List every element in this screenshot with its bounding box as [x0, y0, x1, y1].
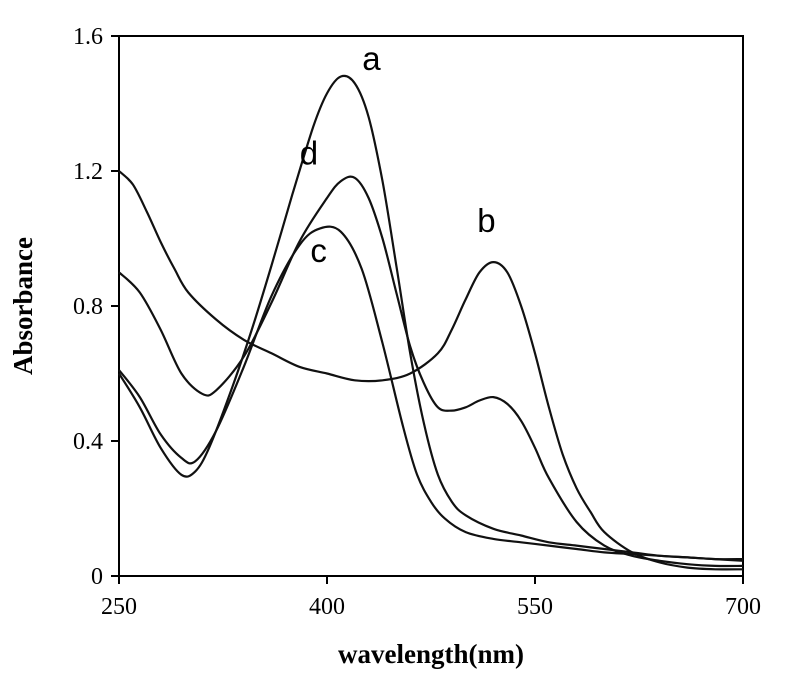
x-tick-label: 700 — [725, 594, 761, 620]
plot-frame — [118, 35, 744, 577]
curve-labels: a b c d — [300, 40, 496, 269]
curve-label-b: b — [477, 202, 495, 239]
y-tick-label: 0 — [91, 564, 103, 590]
curve-label-d: d — [300, 134, 318, 171]
y-tick-label: 1.6 — [73, 24, 103, 50]
curve-b — [118, 170, 744, 571]
x-tick-label: 400 — [309, 594, 345, 620]
x-tick-label: 250 — [101, 594, 137, 620]
y-axis-ticks: 0 0.4 0.8 1.2 1.6 — [73, 24, 119, 590]
y-tick-label: 0.8 — [73, 294, 103, 320]
curve-label-a: a — [362, 40, 381, 77]
x-tick-label: 550 — [517, 594, 553, 620]
curve-c — [118, 225, 744, 562]
curve-d — [118, 175, 744, 568]
curve-label-c: c — [310, 232, 327, 269]
y-tick-label: 1.2 — [73, 159, 103, 185]
y-axis-title: Absorbance — [8, 237, 38, 375]
x-axis-ticks: 250 400 550 700 — [101, 576, 761, 620]
x-axis-title: wavelength(nm) — [338, 639, 524, 669]
spectrum-curves — [118, 74, 744, 571]
y-tick-label: 0.4 — [73, 429, 103, 455]
